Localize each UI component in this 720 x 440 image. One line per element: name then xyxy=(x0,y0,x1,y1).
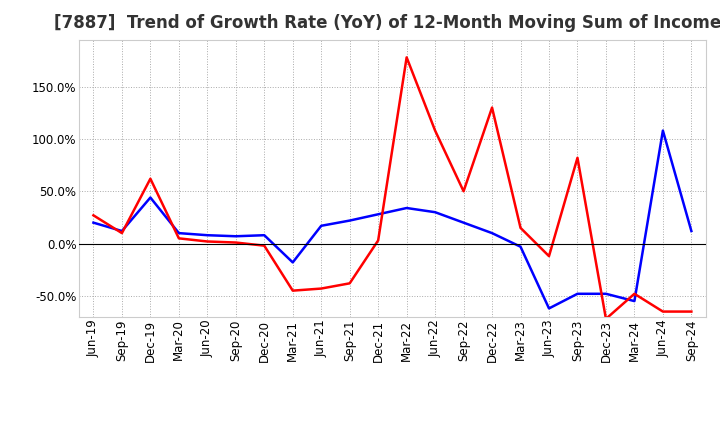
Net Income Growth Rate xyxy=(117,231,126,236)
Net Income Growth Rate xyxy=(459,189,468,194)
Ordinary Income Growth Rate xyxy=(516,244,525,249)
Net Income Growth Rate xyxy=(260,243,269,248)
Net Income Growth Rate xyxy=(431,128,439,133)
Ordinary Income Growth Rate xyxy=(545,306,554,311)
Ordinary Income Growth Rate xyxy=(117,228,126,234)
Net Income Growth Rate xyxy=(573,155,582,161)
Ordinary Income Growth Rate xyxy=(346,218,354,223)
Net Income Growth Rate xyxy=(374,238,382,243)
Net Income Growth Rate xyxy=(487,105,496,110)
Ordinary Income Growth Rate xyxy=(146,195,155,200)
Net Income Growth Rate xyxy=(630,291,639,297)
Ordinary Income Growth Rate xyxy=(687,228,696,234)
Ordinary Income Growth Rate xyxy=(232,234,240,239)
Net Income Growth Rate xyxy=(203,239,212,244)
Ordinary Income Growth Rate xyxy=(573,291,582,297)
Net Income Growth Rate xyxy=(545,253,554,259)
Net Income Growth Rate xyxy=(89,213,98,218)
Net Income Growth Rate xyxy=(232,240,240,245)
Net Income Growth Rate xyxy=(289,288,297,293)
Ordinary Income Growth Rate xyxy=(89,220,98,225)
Net Income Growth Rate xyxy=(659,309,667,314)
Ordinary Income Growth Rate xyxy=(317,223,325,228)
Net Income Growth Rate xyxy=(687,309,696,314)
Ordinary Income Growth Rate xyxy=(289,260,297,265)
Ordinary Income Growth Rate xyxy=(174,231,183,236)
Ordinary Income Growth Rate xyxy=(459,220,468,225)
Ordinary Income Growth Rate xyxy=(374,212,382,217)
Ordinary Income Growth Rate xyxy=(630,298,639,304)
Title: [7887]  Trend of Growth Rate (YoY) of 12-Month Moving Sum of Incomes: [7887] Trend of Growth Rate (YoY) of 12-… xyxy=(54,15,720,33)
Ordinary Income Growth Rate xyxy=(402,205,411,211)
Net Income Growth Rate xyxy=(516,225,525,231)
Net Income Growth Rate xyxy=(602,316,611,322)
Net Income Growth Rate xyxy=(174,236,183,241)
Net Income Growth Rate xyxy=(346,281,354,286)
Ordinary Income Growth Rate xyxy=(602,291,611,297)
Ordinary Income Growth Rate xyxy=(203,233,212,238)
Net Income Growth Rate xyxy=(317,286,325,291)
Line: Ordinary Income Growth Rate: Ordinary Income Growth Rate xyxy=(94,131,691,308)
Net Income Growth Rate xyxy=(146,176,155,181)
Ordinary Income Growth Rate xyxy=(260,233,269,238)
Ordinary Income Growth Rate xyxy=(659,128,667,133)
Ordinary Income Growth Rate xyxy=(431,209,439,215)
Line: Net Income Growth Rate: Net Income Growth Rate xyxy=(94,57,691,319)
Net Income Growth Rate xyxy=(402,55,411,60)
Ordinary Income Growth Rate xyxy=(487,231,496,236)
